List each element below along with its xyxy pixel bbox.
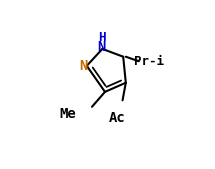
Text: N: N	[98, 40, 106, 54]
Text: Pr-i: Pr-i	[134, 55, 164, 68]
Text: N: N	[79, 59, 88, 74]
Text: Ac: Ac	[109, 111, 126, 125]
Text: Me: Me	[60, 107, 76, 121]
Text: H: H	[98, 31, 106, 44]
